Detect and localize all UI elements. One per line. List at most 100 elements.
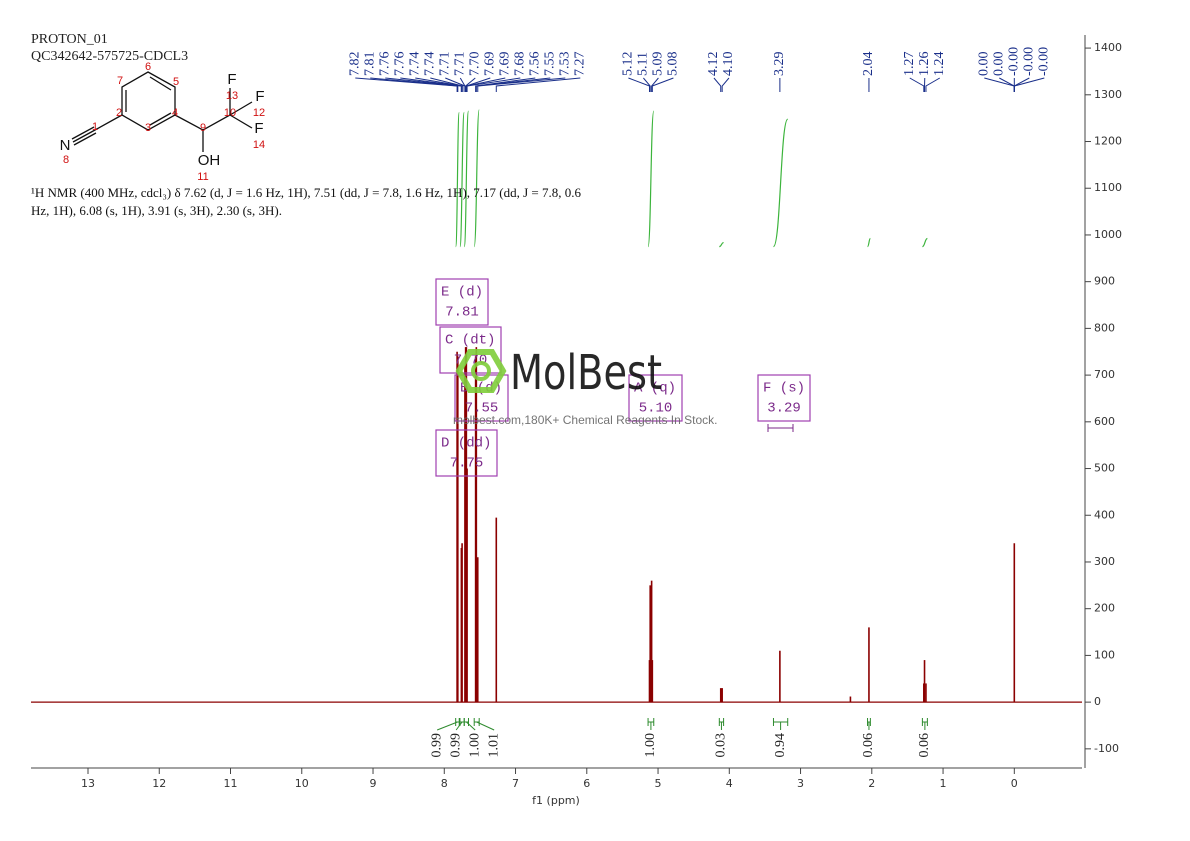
integral-curve xyxy=(922,237,928,248)
atom-number: 8 xyxy=(63,154,69,166)
peak-pointer xyxy=(628,77,650,92)
integral-label: 0.94 xyxy=(773,733,788,758)
multiplet-name: F (s) xyxy=(763,381,805,397)
peak-label: 7.68 xyxy=(513,52,528,77)
integral-curve xyxy=(772,118,789,248)
peak-label: 7.70 xyxy=(468,52,483,77)
multiplet-shift: 5.10 xyxy=(639,401,673,417)
peak-label: 2.04 xyxy=(861,52,876,77)
integral-pointer xyxy=(455,721,463,731)
y-tick-label: 900 xyxy=(1094,275,1115,288)
x-tick-label: 13 xyxy=(81,777,95,790)
peak-pointer xyxy=(475,77,536,92)
peak-pointer xyxy=(465,77,506,92)
multiplet-shift: 3.29 xyxy=(767,401,801,417)
peak-label: 7.76 xyxy=(378,52,393,77)
logo-core xyxy=(471,361,491,381)
multiplet-shift: 7.81 xyxy=(445,305,479,321)
peak-pointer xyxy=(999,77,1015,92)
x-tick-label: 0 xyxy=(1011,777,1018,790)
y-tick-label: 500 xyxy=(1094,462,1115,475)
multiplet-name: A (q) xyxy=(634,381,676,397)
y-tick-label: 200 xyxy=(1094,602,1115,615)
atom: F xyxy=(254,120,263,137)
x-tick-label: 11 xyxy=(224,777,238,790)
integral-curve xyxy=(647,110,655,248)
peak-pointer xyxy=(459,77,466,92)
atom: N xyxy=(60,137,71,154)
peak-pointer xyxy=(713,77,722,92)
peak-label: 4.10 xyxy=(721,52,736,77)
peak-label: 7.74 xyxy=(423,52,438,77)
atom-number: 9 xyxy=(200,122,206,134)
multiplet-box xyxy=(435,429,498,477)
integral-label: 1.00 xyxy=(467,733,482,758)
peak-label: 1.27 xyxy=(902,52,917,77)
peak-pointer xyxy=(475,77,551,92)
brand: MolBest xyxy=(510,345,662,401)
peak-label: 7.71 xyxy=(438,52,453,77)
integral-pointer xyxy=(466,721,476,731)
peak-label: 7.56 xyxy=(528,52,543,77)
x-tick-label: 12 xyxy=(152,777,166,790)
multiplet: C (dt)7.70 xyxy=(439,326,502,374)
integral-curve xyxy=(473,109,480,248)
peak-pointer xyxy=(495,77,581,92)
integral-curve xyxy=(463,110,470,248)
logo xyxy=(455,349,507,393)
y-tick-label: 0 xyxy=(1094,695,1101,708)
y-tick-label: 1300 xyxy=(1094,88,1122,101)
structure: 7 6 5 2 3 4 1 9 13 10 12 14 8 11 N F F F… xyxy=(60,61,266,183)
x-tick-label: 5 xyxy=(655,777,662,790)
atom-number: 13 xyxy=(226,90,238,102)
x-tick-label: 3 xyxy=(797,777,804,790)
atom-number: 14 xyxy=(253,139,265,151)
integral-curve xyxy=(719,241,724,248)
integral-label: 0.99 xyxy=(429,733,444,758)
atom: F xyxy=(255,88,264,105)
peak-label: 4.12 xyxy=(706,52,721,77)
integral-label: 0.99 xyxy=(448,733,463,758)
y-tick-label: 100 xyxy=(1094,648,1115,661)
multiplet-box xyxy=(439,326,502,374)
peak-pointer xyxy=(477,77,566,92)
y-tick-label: 1100 xyxy=(1094,181,1122,194)
peak-label: 0.00 xyxy=(977,52,992,77)
peak-pointer xyxy=(1013,77,1045,92)
peak-label: -0.00 xyxy=(1007,47,1022,76)
peak-pointer xyxy=(466,77,521,92)
peak-pointer xyxy=(430,77,464,92)
x-tick-label: 4 xyxy=(726,777,733,790)
sample-id: QC342642-575725-CDCL3 xyxy=(31,49,188,64)
y-tick-label: 600 xyxy=(1094,415,1115,428)
integral-label: 0.03 xyxy=(714,733,729,758)
multiplet: A (q) 5.10 xyxy=(628,374,683,422)
peak-pointer xyxy=(465,77,476,92)
multiplet-shift: 7.55 xyxy=(465,401,499,417)
peak-label: 7.82 xyxy=(348,52,363,77)
multiplet: E (d) 7.81 xyxy=(435,278,489,326)
peak-pointer xyxy=(721,77,730,92)
peak-label: 1.24 xyxy=(932,52,947,77)
atom-number: 7 xyxy=(117,75,123,87)
x-tick-label: 8 xyxy=(441,777,448,790)
atom-number: 2 xyxy=(116,107,122,119)
y-tick-label: 800 xyxy=(1094,321,1115,334)
y-tick-label: 400 xyxy=(1094,508,1115,521)
atom-number: 11 xyxy=(197,171,208,183)
peak-label: 7.81 xyxy=(363,52,378,77)
multiplet-box xyxy=(454,374,509,422)
atom: F xyxy=(227,71,236,88)
watermark: MolBest molbest.com,180K+ Chemical Reagen… xyxy=(453,345,717,427)
atom-number: 4 xyxy=(172,107,178,119)
x-tick-label: 7 xyxy=(512,777,519,790)
multiplet: F (s) 3.29 xyxy=(757,374,811,422)
multiplet-name: D (dd) xyxy=(441,436,491,452)
atom-number: 6 xyxy=(145,61,151,73)
integral-label: 1.00 xyxy=(643,733,658,758)
peak-label: 7.27 xyxy=(573,52,588,77)
x-tick-label: 6 xyxy=(583,777,590,790)
multiplet-name: C (dt) xyxy=(445,333,495,349)
